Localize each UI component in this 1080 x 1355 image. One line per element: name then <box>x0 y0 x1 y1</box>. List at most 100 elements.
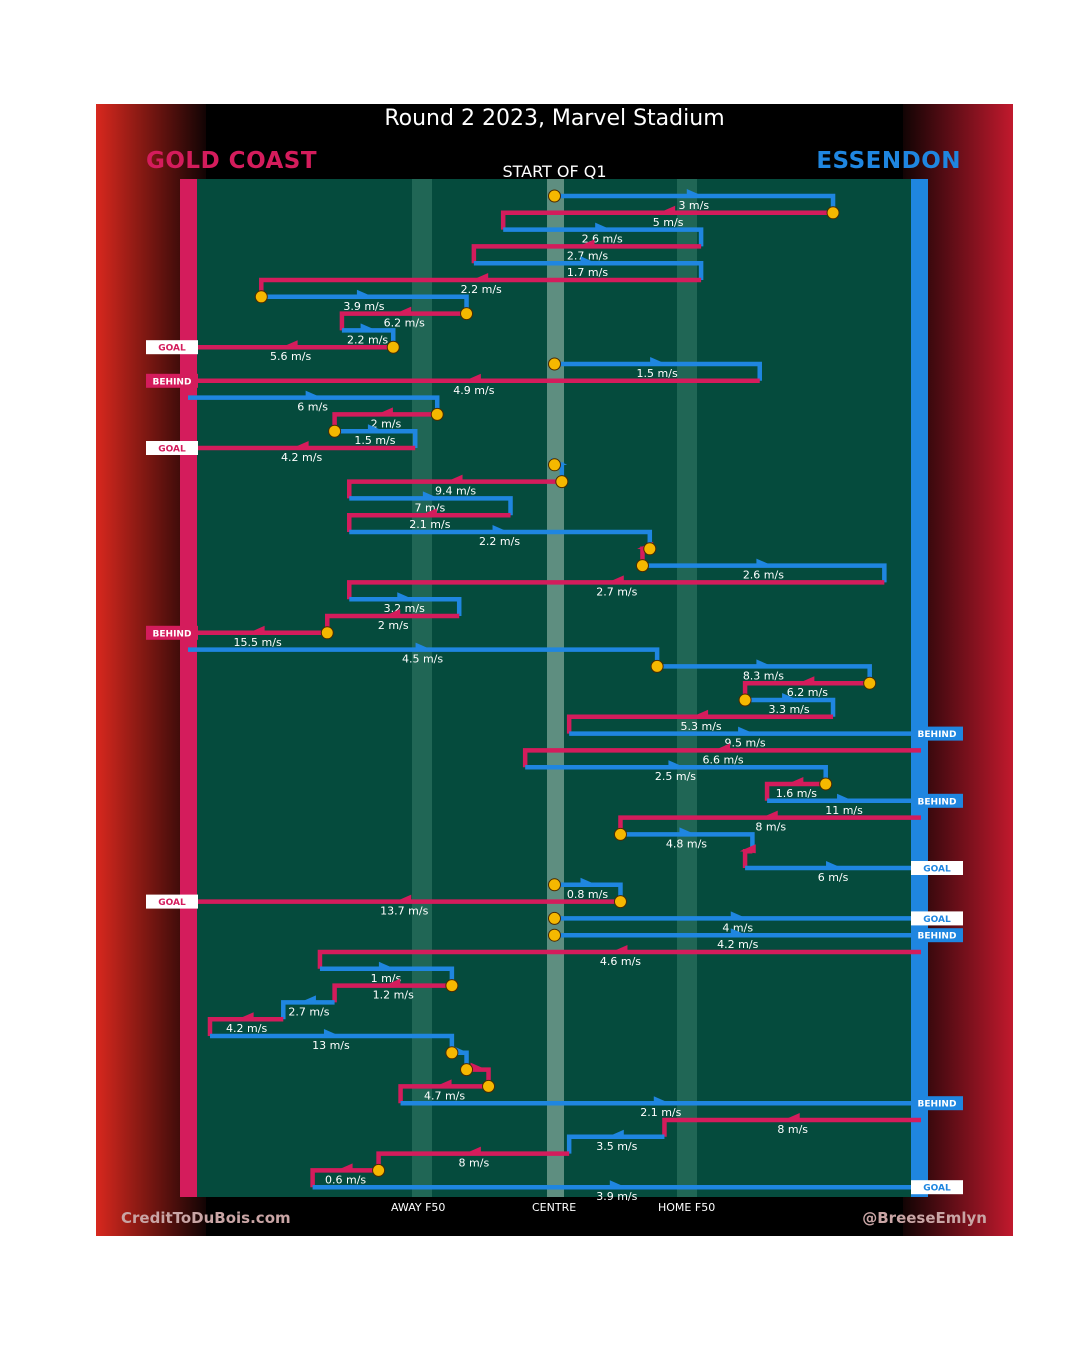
score-badge-text: BEHIND <box>918 1100 957 1110</box>
speed-label: 8 m/s <box>777 1123 808 1136</box>
quarter-label: START OF Q1 <box>502 162 607 181</box>
chain-arrow <box>237 1012 254 1022</box>
possession-marker <box>738 693 752 707</box>
chain-segment <box>310 1168 379 1188</box>
chain-arrow <box>420 508 437 518</box>
chain-segment <box>620 832 755 852</box>
speed-label: 9.4 m/s <box>435 485 476 498</box>
chain-arrow <box>607 1129 624 1139</box>
possession-marker <box>460 307 474 321</box>
score-badge-text: GOAL <box>158 445 186 455</box>
speed-label: 5.6 m/s <box>270 350 311 363</box>
chain-segment <box>332 983 452 1003</box>
possession-marker <box>460 1063 474 1077</box>
possession-marker <box>482 1079 496 1093</box>
speed-label: 1.5 m/s <box>354 434 395 447</box>
chain-arrow <box>580 256 597 266</box>
speed-label: 2.2 m/s <box>347 333 388 346</box>
speed-label: 8 m/s <box>459 1157 490 1170</box>
speed-label: 6 m/s <box>818 871 849 884</box>
chain-arrow <box>692 709 709 719</box>
possession-marker <box>650 659 664 673</box>
chain-segment <box>662 1117 921 1137</box>
chain-segment <box>473 260 704 280</box>
speed-label: 4.5 m/s <box>402 653 443 666</box>
speed-label: 2.7 m/s <box>596 585 637 598</box>
chain-segment <box>503 227 704 247</box>
speed-label: 3.9 m/s <box>343 300 384 313</box>
speed-label: 2.7 m/s <box>567 249 608 262</box>
chain-arrow <box>607 575 624 585</box>
possession-marker <box>643 542 657 556</box>
speed-label: 4.8 m/s <box>666 837 707 850</box>
score-badge <box>911 911 963 926</box>
speed-label: 6 m/s <box>297 401 328 414</box>
score-badge-text: GOAL <box>158 344 186 354</box>
chain-segment <box>349 596 462 616</box>
speed-label: 13.7 m/s <box>380 905 428 918</box>
chain-arrow <box>492 525 509 534</box>
speed-label: 0.8 m/s <box>567 888 608 901</box>
speed-label: 4.2 m/s <box>281 451 322 464</box>
score-badge <box>911 726 963 741</box>
centre-label: CENTRE <box>532 1201 577 1214</box>
score-badge <box>911 793 963 808</box>
chain-segment <box>349 496 513 516</box>
speed-label: 1.6 m/s <box>776 787 817 800</box>
chain-arrow <box>611 945 628 954</box>
possession-marker <box>328 424 342 438</box>
chain-arrow <box>650 357 667 366</box>
speed-label: 2.2 m/s <box>479 535 520 548</box>
speed-label: 1.7 m/s <box>567 266 608 279</box>
chain-segment <box>347 479 562 499</box>
speed-label: 7 m/s <box>415 501 446 514</box>
chain-arrow <box>248 625 265 635</box>
speed-label: 4.2 m/s <box>717 938 758 951</box>
credit-right: @BreeseEmlyn <box>862 1209 987 1227</box>
speed-label: 4.2 m/s <box>226 1022 267 1035</box>
score-badge <box>911 1180 963 1195</box>
speed-label: 0.6 m/s <box>325 1173 366 1186</box>
chain-segment <box>398 1084 489 1104</box>
chain-arrow <box>578 239 595 249</box>
chain-arrow <box>397 592 414 602</box>
possession-marker <box>555 475 569 489</box>
chain-arrow <box>422 491 439 501</box>
possession-marker <box>863 676 877 690</box>
chain-segment <box>642 563 887 583</box>
score-badge <box>146 894 198 909</box>
speed-label: 2 m/s <box>378 619 409 632</box>
chain-arrow <box>756 558 773 568</box>
home-goal-post <box>180 179 197 1197</box>
chain-arrow <box>686 189 703 198</box>
chain-chart-svg: 3 m/s 5 m/s 2.6 m/s 2.7 m/s 1.7 m/s 2.2 m/s 3.… <box>96 104 1013 1236</box>
possession-marker <box>548 878 561 892</box>
possession-marker <box>445 979 459 993</box>
speed-label: 3.2 m/s <box>384 602 425 615</box>
possession-marker <box>613 827 627 841</box>
speed-label: 2.1 m/s <box>640 1106 681 1119</box>
chain-arrow <box>292 441 309 450</box>
speed-label: 3 m/s <box>678 199 709 212</box>
chain-segment <box>745 697 836 717</box>
possession-marker <box>430 407 444 421</box>
score-badge <box>911 1096 963 1111</box>
speed-label: 2.1 m/s <box>409 518 450 531</box>
score-badge-text: BEHIND <box>918 730 957 740</box>
speed-label: 9.5 m/s <box>725 737 766 750</box>
chain-arrow <box>281 340 298 350</box>
possession-marker <box>372 1163 386 1177</box>
score-badge <box>911 861 963 875</box>
home-f50-label: HOME F50 <box>658 1201 716 1214</box>
home-team-name: GOLD COAST <box>146 148 318 174</box>
chain-arrow <box>384 978 401 988</box>
home-f50-band <box>677 179 697 1197</box>
chain-arrow <box>837 793 854 803</box>
possession-marker <box>254 290 268 304</box>
chain-arrow <box>679 827 696 837</box>
chain-arrow <box>356 289 373 299</box>
speed-label: 11 m/s <box>825 804 863 817</box>
chain-arrow <box>395 306 412 316</box>
possession-marker <box>819 777 833 791</box>
speed-label: 1.2 m/s <box>373 989 414 1002</box>
